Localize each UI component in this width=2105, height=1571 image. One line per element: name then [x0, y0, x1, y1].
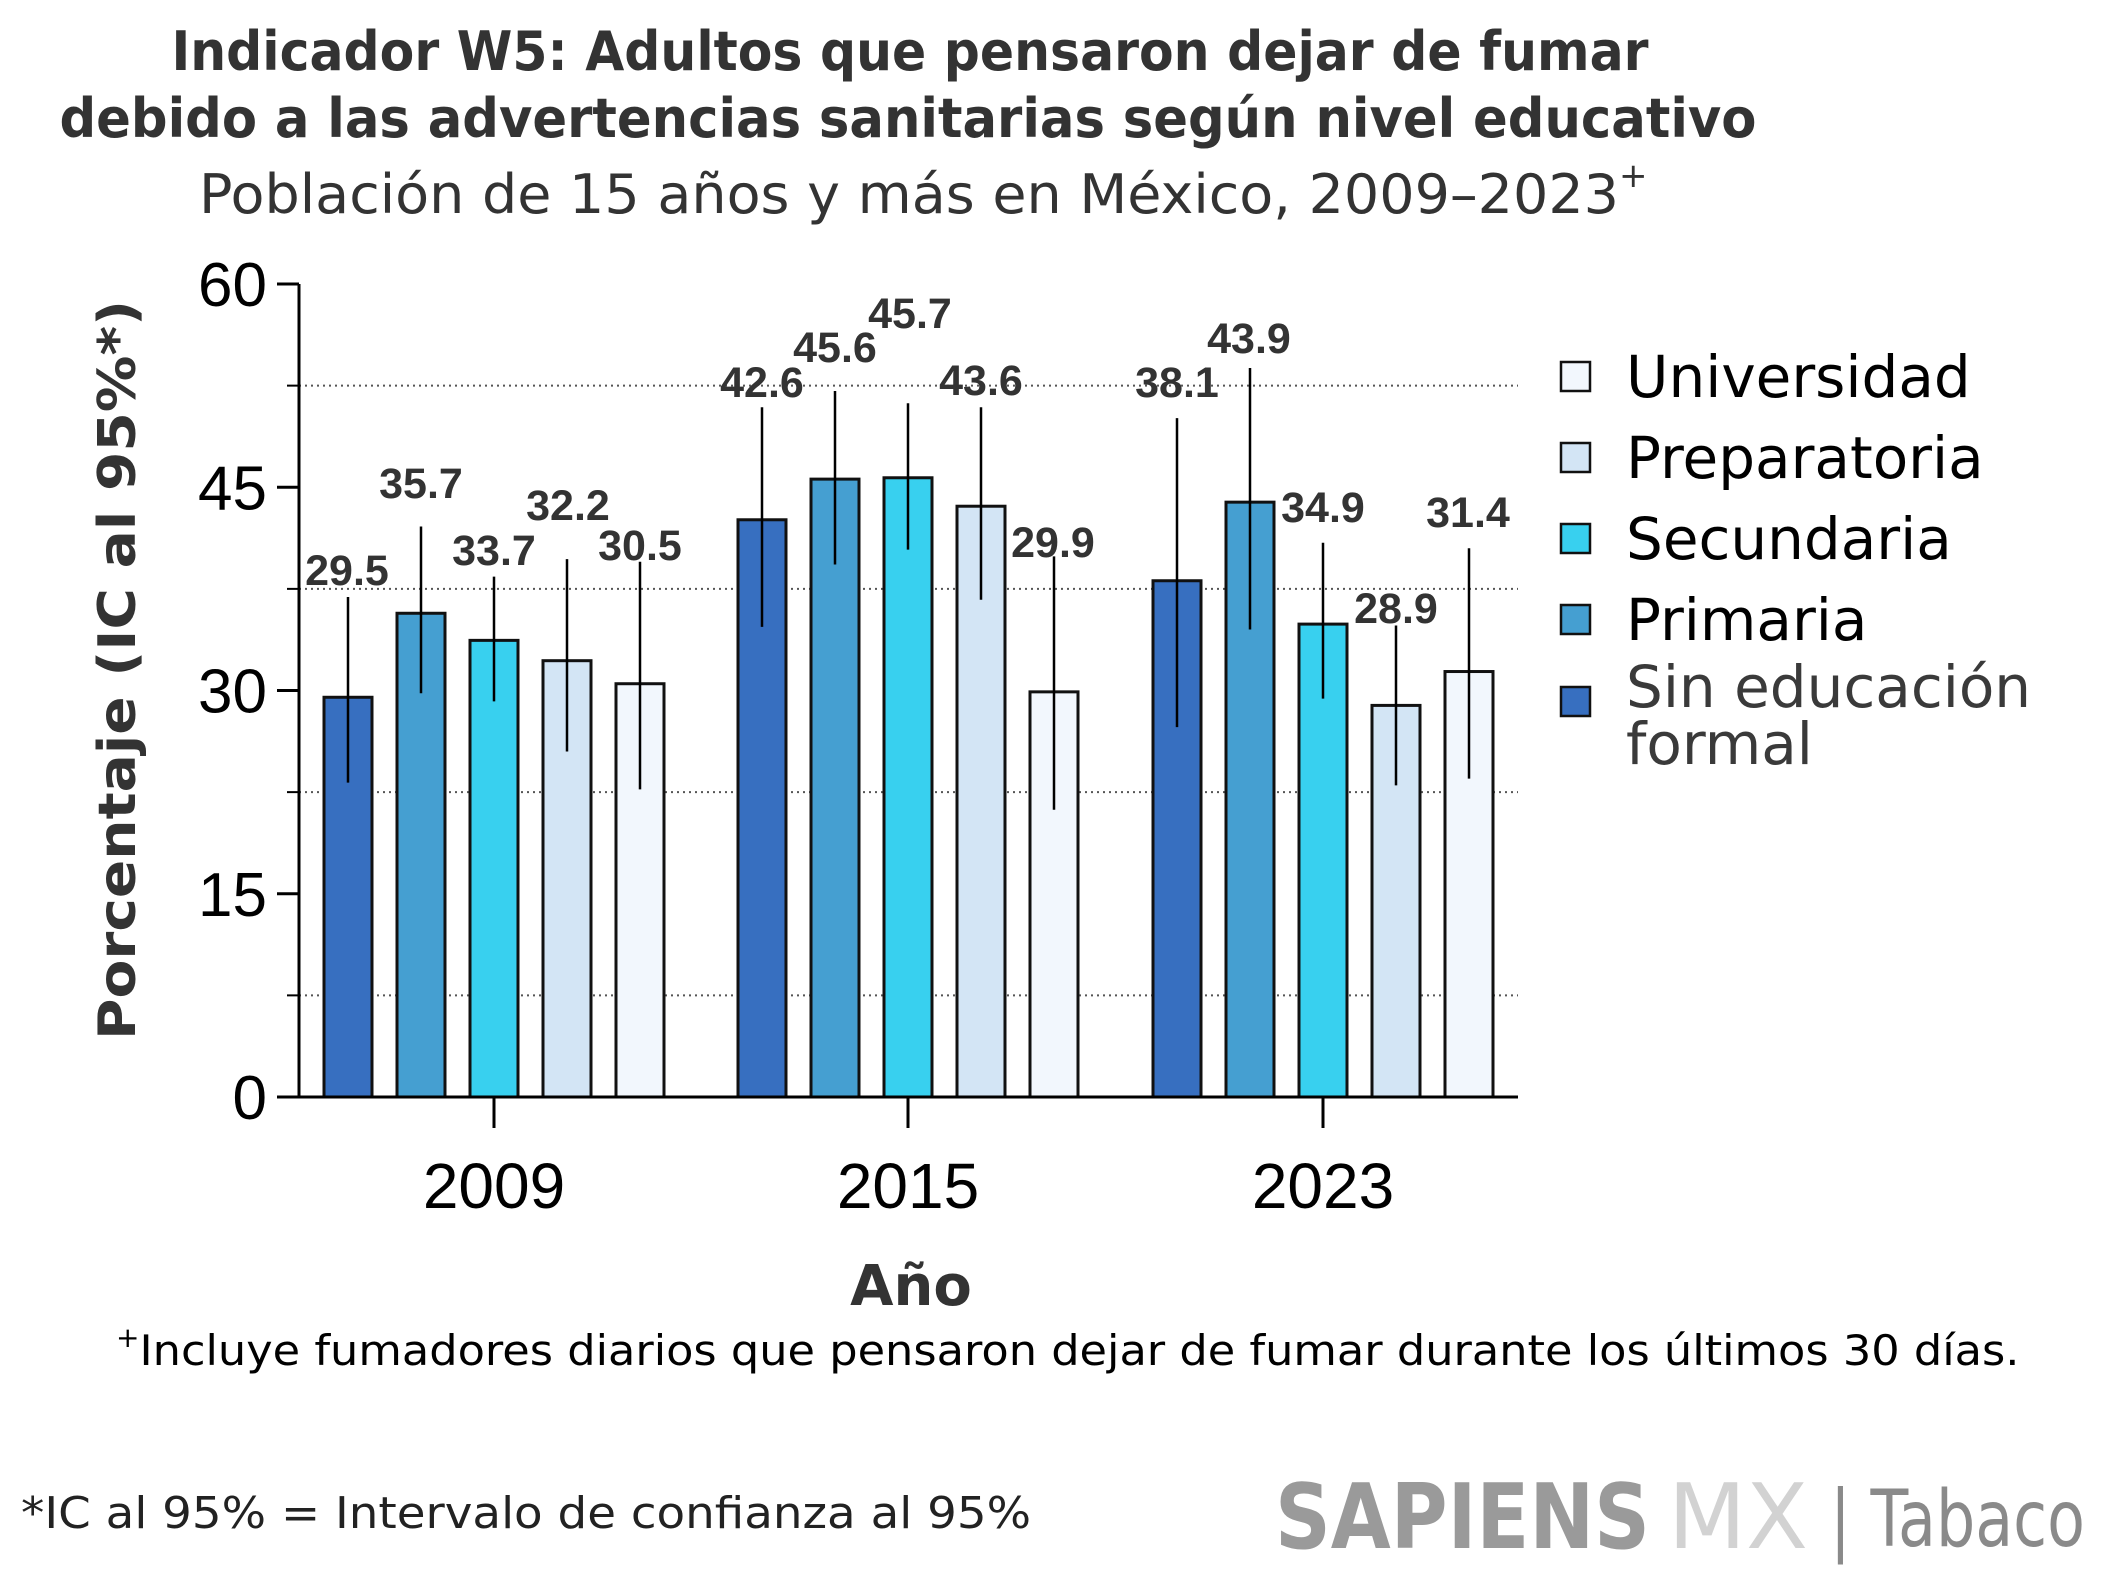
bar [955, 504, 1007, 1099]
logo-sapiens: SAPIENS [1275, 1465, 1650, 1570]
value-label: 33.7 [452, 527, 536, 575]
value-label: 34.9 [1281, 484, 1365, 532]
axes: 0 15 30 45 60 2009 2015 2023 [198, 251, 1518, 1222]
error-bars [346, 368, 1471, 810]
legend: Universidad Preparatoria Secundaria Primari… [1559, 343, 2031, 778]
legend-label: Sin educación [1626, 653, 2031, 721]
y-tick-label: 0 [233, 1064, 267, 1133]
x-tick-label: 2009 [423, 1150, 565, 1222]
legend-label: formal [1626, 710, 1813, 778]
legend-item: Primaria [1559, 586, 1867, 654]
value-label: 45.7 [868, 290, 952, 338]
footnote-text: Incluye fumadores diarios que pensaron d… [139, 1326, 2019, 1375]
chart-subtitle-text: Población de 15 años y más en México, 20… [199, 163, 1619, 226]
footnote-sup: + [116, 1321, 139, 1354]
legend-item: Preparatoria [1559, 424, 1984, 492]
value-label: 45.6 [793, 324, 877, 372]
bar [468, 638, 520, 1099]
legend-item: Secundaria [1559, 505, 1952, 573]
value-label: 35.7 [379, 460, 463, 508]
value-labels: 29.5 42.6 38.1 35.7 45.6 43.9 33.7 45.7 34.9 32.2… [305, 290, 1510, 633]
footnote: +Incluye fumadores diarios que pensaron … [116, 1321, 2019, 1375]
x-axis-title: Año [850, 1254, 972, 1319]
legend-swatch [1559, 603, 1592, 636]
y-tick-label: 60 [198, 251, 267, 320]
y-tick-label: 30 [198, 658, 267, 727]
legend-label: Secundaria [1626, 505, 1952, 573]
chart-title-line2: debido a las advertencias sanitarias seg… [60, 87, 1757, 150]
x-tick-label: 2023 [1252, 1150, 1394, 1222]
ci-note: *IC al 95% = Intervalo de confianza al 9… [21, 1488, 1031, 1539]
chart-title-line1: Indicador W5: Adultos que pensaron dejar… [172, 20, 1649, 83]
bar [1370, 703, 1422, 1099]
value-label: 43.9 [1207, 315, 1291, 363]
chart-subtitle: Población de 15 años y más en México, 20… [199, 156, 1648, 226]
legend-swatch [1559, 360, 1592, 393]
value-label: 32.2 [526, 482, 610, 530]
value-label: 29.5 [305, 547, 389, 595]
bar [809, 477, 861, 1099]
logo-mx: MX [1668, 1465, 1808, 1570]
sapiens-logo: SAPIENS MX | Tabaco [1275, 1465, 2085, 1570]
y-tick-label: 15 [198, 861, 267, 930]
bar [1297, 622, 1349, 1099]
value-label: 38.1 [1135, 359, 1219, 407]
value-label: 28.9 [1354, 585, 1438, 633]
y-tick-label: 45 [198, 454, 267, 523]
value-label: 29.9 [1011, 519, 1095, 567]
legend-swatch [1559, 685, 1592, 718]
legend-label: Preparatoria [1626, 424, 1984, 492]
value-label: 30.5 [598, 522, 682, 570]
legend-swatch [1559, 522, 1592, 555]
value-label: 43.6 [939, 357, 1023, 405]
x-tick-label: 2015 [837, 1150, 979, 1222]
value-label: 31.4 [1426, 489, 1510, 537]
y-axis-title: Porcentaje (IC al 95%*) [88, 300, 148, 1040]
legend-item: Universidad [1559, 343, 1971, 411]
value-label: 42.6 [720, 359, 804, 407]
chart-subtitle-sup: + [1619, 156, 1648, 196]
legend-swatch [1559, 441, 1592, 474]
legend-label: Primaria [1626, 586, 1867, 654]
bar [882, 476, 934, 1099]
legend-label: Universidad [1626, 343, 1971, 411]
logo-tabaco: | Tabaco [1830, 1475, 2085, 1565]
